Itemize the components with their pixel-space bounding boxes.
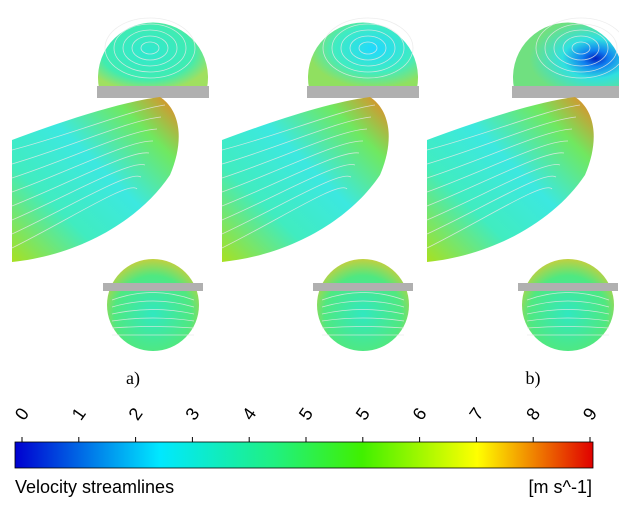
panel-label: b) — [526, 368, 541, 389]
bottom-section-band — [518, 283, 618, 291]
colorbar-tick-label: 4 — [238, 404, 260, 424]
panel: a) — [12, 18, 209, 389]
colorbar-tick-label: 5 — [295, 404, 317, 424]
top-section-base — [512, 86, 619, 98]
colorbar-tick-label: 7 — [465, 404, 487, 424]
figure-canvas: a) b)c) Velocity streamlines [m s^-1] 0 1 2… — [0, 0, 619, 506]
top-section-base — [307, 86, 419, 98]
colorbar-tick-label: 2 — [125, 404, 147, 424]
colorbar-tick-label: 3 — [181, 404, 203, 424]
panel-label: a) — [126, 368, 140, 389]
elbow — [427, 97, 594, 262]
elbow — [222, 97, 389, 262]
colorbar-tick-label: 5 — [352, 404, 374, 424]
bottom-section-band — [103, 283, 203, 291]
panel: c) — [427, 18, 619, 389]
colorbar-tick-label: 6 — [409, 404, 431, 424]
colorbar — [15, 442, 593, 468]
simulation-panels: a) b)c) — [12, 18, 619, 389]
elbow — [12, 97, 179, 262]
bottom-section-band — [313, 283, 413, 291]
colorbar-title: Velocity streamlines — [15, 477, 174, 497]
figure: a) b)c) Velocity streamlines [m s^-1] 0 1 2… — [0, 0, 619, 506]
top-section-base — [97, 86, 209, 98]
colorbar-tick-label: 9 — [579, 404, 601, 424]
colorbar-tick-label: 8 — [522, 404, 544, 424]
colorbar-tick-label: 1 — [68, 404, 90, 424]
colorbar-unit: [m s^-1] — [529, 477, 592, 497]
colorbar-tick-label: 0 — [11, 404, 33, 424]
top-section — [513, 23, 619, 88]
